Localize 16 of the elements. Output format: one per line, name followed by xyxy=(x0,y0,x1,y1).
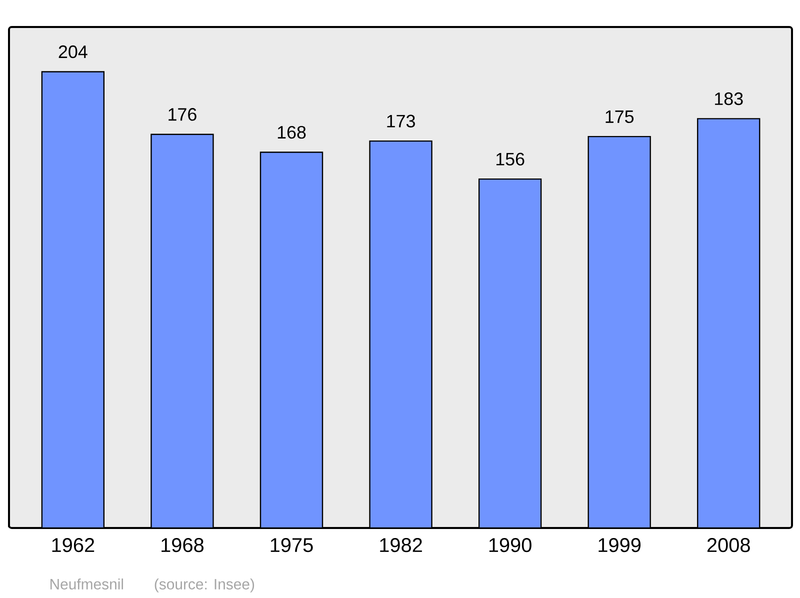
x-tick-label: 1982 xyxy=(380,538,422,552)
data-label: 168 xyxy=(278,126,306,139)
x-tick-label: 1962 xyxy=(52,538,94,552)
data-label: 204 xyxy=(58,45,88,58)
data-label: 173 xyxy=(387,114,415,128)
x-tick-label: 1999 xyxy=(598,538,641,552)
x-tick-label: 1968 xyxy=(162,538,204,552)
text: (source: Insee) xyxy=(154,578,254,592)
x-tick-label: 1990 xyxy=(489,538,532,552)
x-tick-label: 1975 xyxy=(270,538,313,552)
data-label: 176 xyxy=(168,108,196,121)
data-label: 175 xyxy=(606,110,634,123)
text: Neufmesnil xyxy=(50,578,123,590)
data-label: 183 xyxy=(715,92,743,106)
x-tick-label: 2008 xyxy=(707,538,750,552)
data-label: 156 xyxy=(496,152,524,166)
